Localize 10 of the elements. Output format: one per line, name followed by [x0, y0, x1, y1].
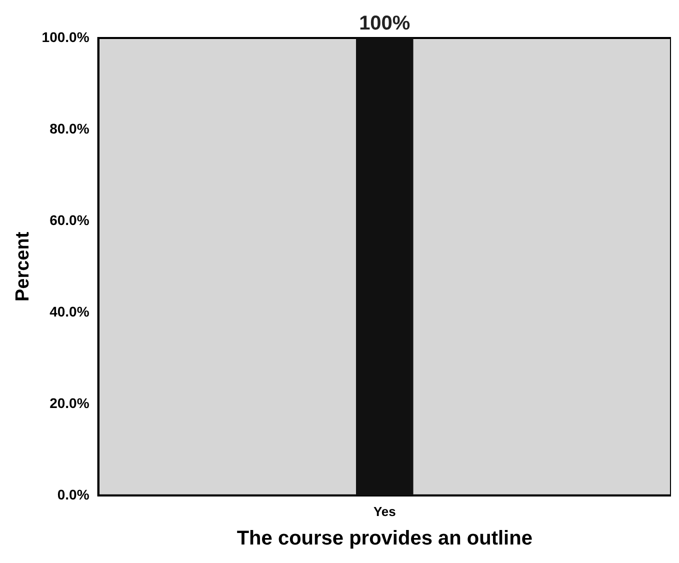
y-tick-label: 0.0% — [57, 486, 90, 502]
y-tick-label: 20.0% — [50, 394, 90, 411]
y-tick-label: 100.0% — [42, 28, 90, 45]
y-axis-title: Percent — [12, 231, 34, 302]
y-tick-label: 40.0% — [50, 303, 90, 320]
data-label: 100% — [359, 12, 410, 35]
y-tick-label: 60.0% — [50, 212, 90, 228]
y-tick-label: 80.0% — [50, 120, 90, 136]
x-axis-title: The course provides an outline — [236, 528, 532, 550]
x-tick-label: Yes — [373, 504, 396, 519]
